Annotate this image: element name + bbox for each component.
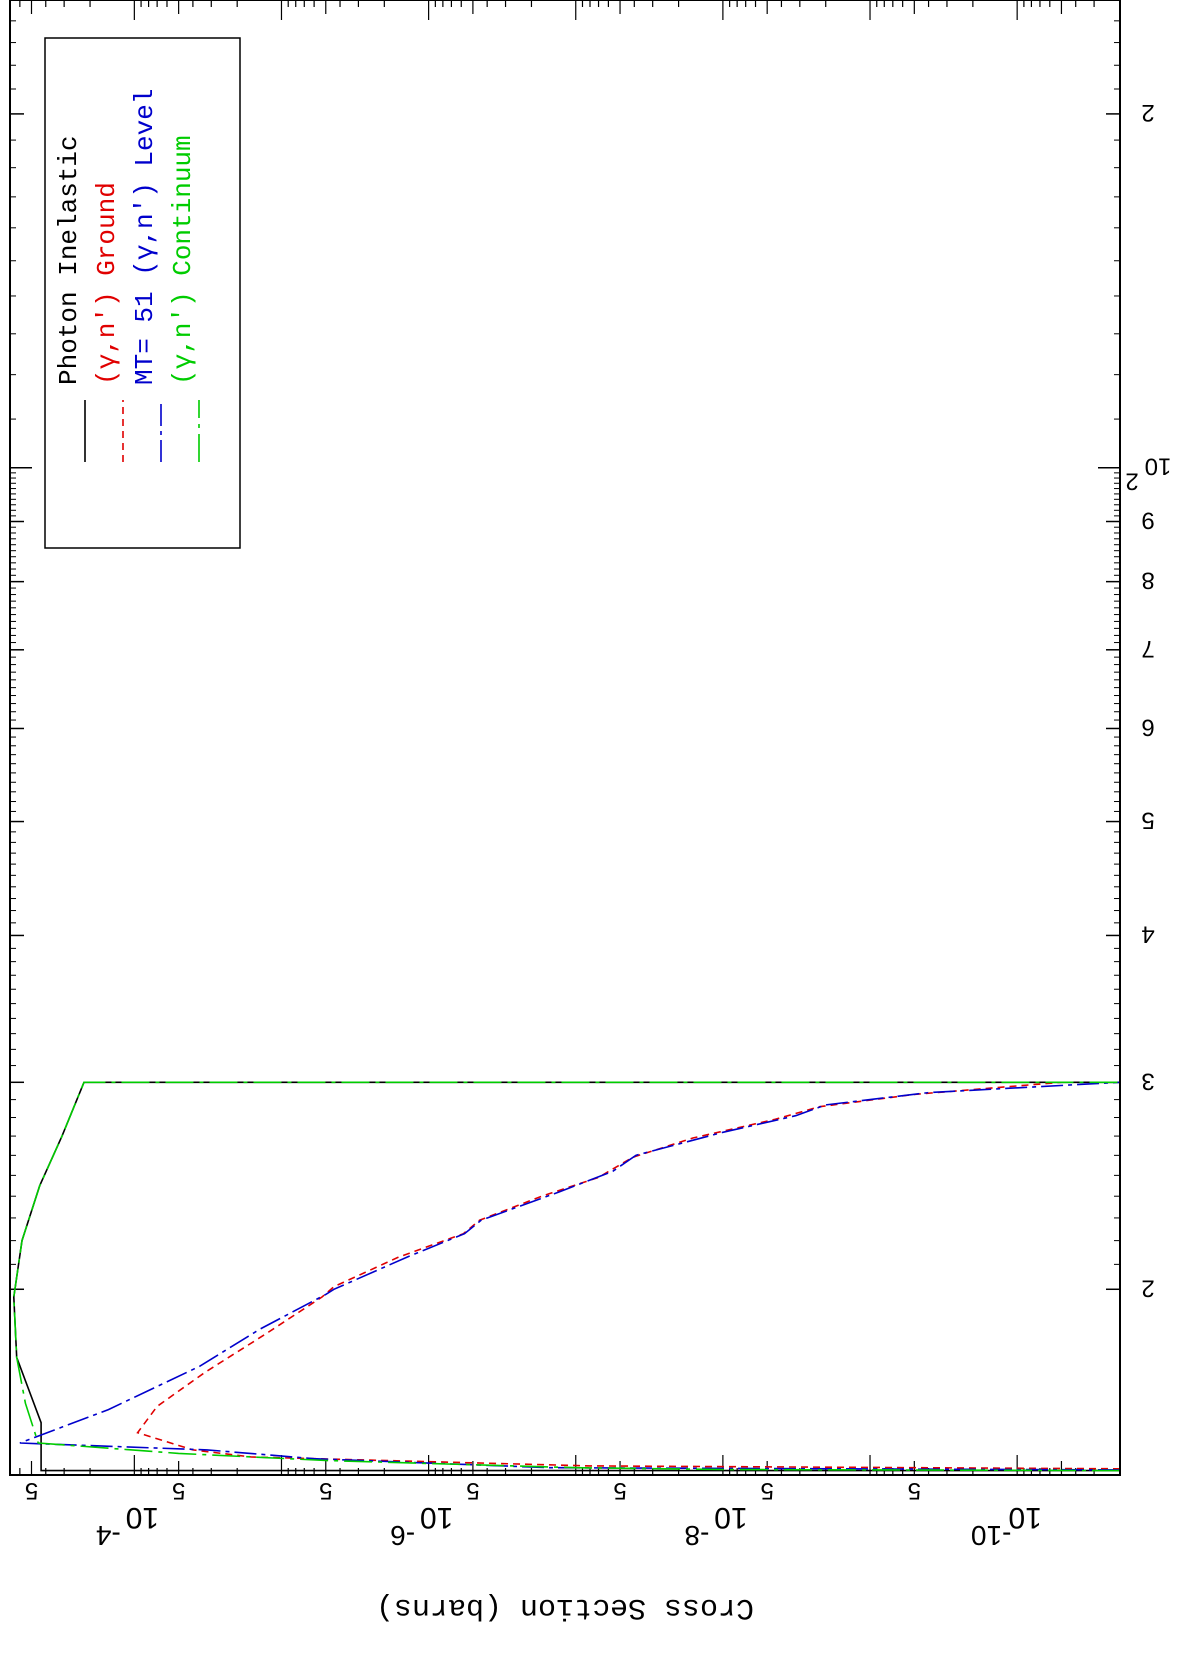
legend-entry: (γ,n') Continuum: [168, 135, 200, 462]
x-tick-label: 5: [1141, 807, 1154, 834]
x-tick-label-text: 8: [1141, 567, 1154, 594]
y-tick-label: 10-8: [684, 1501, 747, 1551]
x-tick-label-text: 7: [1141, 635, 1154, 662]
y-tick-label-text: 10: [1008, 1501, 1041, 1534]
legend-box: [44, 37, 241, 549]
x-tick-label: 3: [1141, 1067, 1154, 1094]
x-tick-labels: 2 3 4 5 6 7 8 9 10 2 2: [1125, 99, 1171, 1301]
x-tick-label-text: 4: [1141, 920, 1154, 947]
y-tick-label: 5: [908, 1477, 921, 1504]
y-tick-label: 5: [613, 1477, 626, 1504]
y-tick-label-text: 5: [25, 1477, 38, 1504]
y-tick-label-text: 5: [172, 1477, 185, 1504]
x-tick-label: 7: [1141, 635, 1154, 662]
y-tick-label: 10-10: [971, 1501, 1042, 1551]
legend-label: MT= 51 (γ,n') Level: [130, 89, 160, 385]
y-tick-labels: 510-45 510-65 510-85 510-10: [25, 1477, 1042, 1551]
legend-label: Photon Inelastic: [54, 135, 84, 385]
y-tick-label-text: 10: [126, 1501, 159, 1534]
y-tick-label-text: 10: [420, 1501, 453, 1534]
y-tick-label-text: 5: [760, 1477, 773, 1504]
series-lines: [12, 1081, 1121, 1472]
y-tick-label-text: 5: [613, 1477, 626, 1504]
y-tick-exponent: -6: [390, 1520, 415, 1551]
y-tick-label: 5: [466, 1477, 479, 1504]
x-tick-label: 8: [1141, 567, 1154, 594]
x-tick-label-text: 2: [1141, 1274, 1154, 1301]
y-axis-title: Cross Section (barns): [376, 1590, 754, 1624]
legend-label: (γ,n') Continuum: [168, 135, 198, 385]
y-tick-label-text: 10: [714, 1501, 747, 1534]
y-tick-exponent: -8: [684, 1520, 709, 1551]
y-tick-label-text: 5: [319, 1477, 332, 1504]
plot-frame: [9, 0, 1121, 1476]
series-line: [12, 1081, 1121, 1472]
x-tick-label-text: 2: [1141, 99, 1154, 126]
x-tick-label-text: 6: [1141, 713, 1154, 740]
legend-entry: (γ,n') Ground: [92, 182, 124, 462]
y-tick-exponent: -4: [96, 1520, 121, 1551]
x-tick-label: 4: [1141, 920, 1154, 947]
y-tick-label: 5: [760, 1477, 773, 1504]
y-tick-exponent: -10: [971, 1520, 1011, 1551]
legend-label: (γ,n') Ground: [92, 182, 122, 385]
legend: Photon Inelastic (γ,n') Ground MT= 51 (γ,n…: [44, 37, 241, 549]
legend-entry: MT= 51 (γ,n') Level: [130, 89, 162, 462]
y-tick-label: 5: [172, 1477, 185, 1504]
x-tick-label: 2: [1141, 1274, 1154, 1301]
x-tick-label-text: 9: [1141, 507, 1154, 534]
x-tick-label: 10 2: [1125, 453, 1171, 495]
legend-entry: Photon Inelastic: [54, 135, 86, 462]
y-tick-label: 10-4: [96, 1501, 159, 1551]
x-tick-label: 6: [1141, 713, 1154, 740]
x-tick-label-text: 5: [1141, 807, 1154, 834]
y-tick-label: 5: [319, 1477, 332, 1504]
x-tick-label: 9: [1141, 507, 1154, 534]
series-line: [19, 1081, 1121, 1471]
x-tick-label-text: 10: [1145, 453, 1172, 480]
y-tick-label-text: 5: [466, 1477, 479, 1504]
x-tick-exponent: 2: [1125, 468, 1138, 495]
y-tick-label: 10-6: [390, 1501, 453, 1551]
x-tick-label: 2: [1141, 99, 1154, 126]
y-tick-label-text: 5: [908, 1477, 921, 1504]
y-tick-label: 5: [25, 1477, 38, 1504]
x-tick-label-text: 3: [1141, 1067, 1154, 1094]
